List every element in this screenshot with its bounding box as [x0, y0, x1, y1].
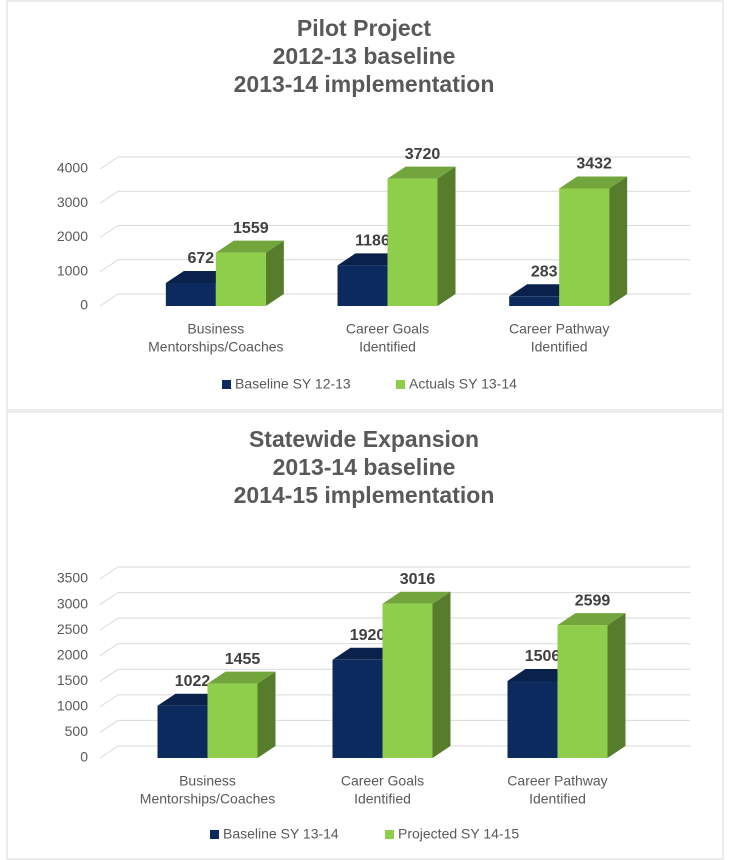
x-tick-label: Identified: [529, 791, 586, 807]
bar-top: [387, 166, 456, 179]
value-label: 1920: [350, 627, 386, 644]
bar-top: [207, 671, 276, 684]
grid-line: [99, 668, 690, 682]
grid-line: [99, 643, 690, 657]
grid-line: [99, 259, 690, 273]
x-tick-label: Career Goals: [346, 321, 429, 337]
bar: [509, 296, 560, 306]
grid-line: [99, 566, 690, 580]
bar: [387, 178, 438, 306]
x-tick-label: Business: [187, 321, 244, 337]
value-label: 3016: [400, 571, 436, 588]
y-tick-label: 0: [80, 749, 88, 765]
bar-side: [265, 240, 284, 306]
chart-frame: [6, 411, 724, 860]
bar-side: [257, 671, 276, 758]
y-tick-label: 0: [80, 297, 88, 313]
bar-side: [607, 613, 626, 758]
bar: [157, 705, 208, 758]
value-label: 1186: [355, 233, 390, 250]
legend-swatch: [385, 830, 394, 839]
legend-label: Baseline SY 12-13: [235, 376, 351, 392]
grid-line: [99, 156, 690, 170]
bar: [207, 683, 258, 758]
x-tick-label: Career Pathway: [509, 321, 609, 337]
bar-side: [609, 176, 628, 306]
bar: [507, 680, 558, 758]
legend-label: Baseline SY 13-14: [223, 826, 339, 842]
y-tick-label: 2000: [57, 646, 88, 662]
value-label: 672: [187, 250, 214, 267]
y-tick-label: 1000: [57, 262, 88, 278]
bar: [557, 625, 608, 758]
y-tick-label: 3500: [57, 570, 88, 586]
grid-line: [99, 293, 690, 307]
value-label: 1455: [225, 651, 261, 668]
bar: [165, 282, 216, 306]
grid-line: [99, 694, 690, 708]
y-tick-label: 1000: [57, 698, 88, 714]
chart-title: 2014-15 implementation: [234, 482, 495, 508]
grid-line: [99, 745, 690, 759]
value-label: 1559: [233, 220, 269, 237]
grid-line: [99, 190, 690, 204]
bar-top: [382, 591, 451, 604]
bar-top: [559, 176, 628, 189]
y-tick-label: 3000: [57, 595, 88, 611]
legend-swatch: [396, 380, 405, 389]
x-tick-label: Identified: [359, 339, 416, 355]
legend-swatch: [210, 830, 219, 839]
chart-title: 2013-14 baseline: [273, 454, 456, 480]
y-tick-label: 500: [65, 723, 89, 739]
bar-side: [432, 591, 451, 758]
value-label: 1022: [175, 673, 211, 690]
x-tick-label: Identified: [531, 339, 588, 355]
bar: [382, 603, 433, 758]
grid-line: [99, 592, 690, 605]
value-label: 2599: [575, 592, 611, 609]
legend-swatch: [222, 380, 231, 389]
chart-title: Pilot Project: [297, 15, 432, 41]
grid-line: [99, 617, 690, 631]
x-tick-label: Career Pathway: [507, 773, 607, 789]
x-tick-label: Business: [179, 773, 236, 789]
bar: [332, 659, 383, 758]
y-tick-label: 2000: [57, 228, 88, 244]
value-label: 283: [531, 264, 558, 281]
y-tick-label: 4000: [57, 160, 88, 176]
bar-top: [215, 240, 284, 253]
x-tick-label: Mentorships/Coaches: [148, 339, 283, 355]
chart-title: 2012-13 baseline: [273, 43, 456, 69]
x-tick-label: Career Goals: [341, 773, 424, 789]
chart-frame: [6, 0, 724, 411]
y-tick-label: 3000: [57, 194, 88, 210]
y-tick-label: 1500: [57, 672, 88, 688]
legend-label: Projected SY 14-15: [398, 826, 519, 842]
bar: [559, 188, 610, 306]
grid-line: [99, 719, 690, 733]
value-label: 3720: [405, 146, 441, 163]
chart-title: Statewide Expansion: [249, 426, 479, 452]
legend-label: Actuals SY 13-14: [409, 376, 517, 392]
grid-line: [99, 225, 690, 238]
value-label: 3432: [576, 156, 612, 173]
chart-title: 2013-14 implementation: [234, 71, 495, 97]
bar: [215, 252, 266, 306]
bar: [337, 265, 388, 306]
y-tick-label: 2500: [57, 621, 88, 637]
x-tick-label: Identified: [354, 791, 411, 807]
bar-top: [557, 613, 626, 626]
x-tick-label: Mentorships/Coaches: [140, 791, 275, 807]
bar-side: [437, 166, 456, 306]
value-label: 1506: [525, 648, 561, 665]
